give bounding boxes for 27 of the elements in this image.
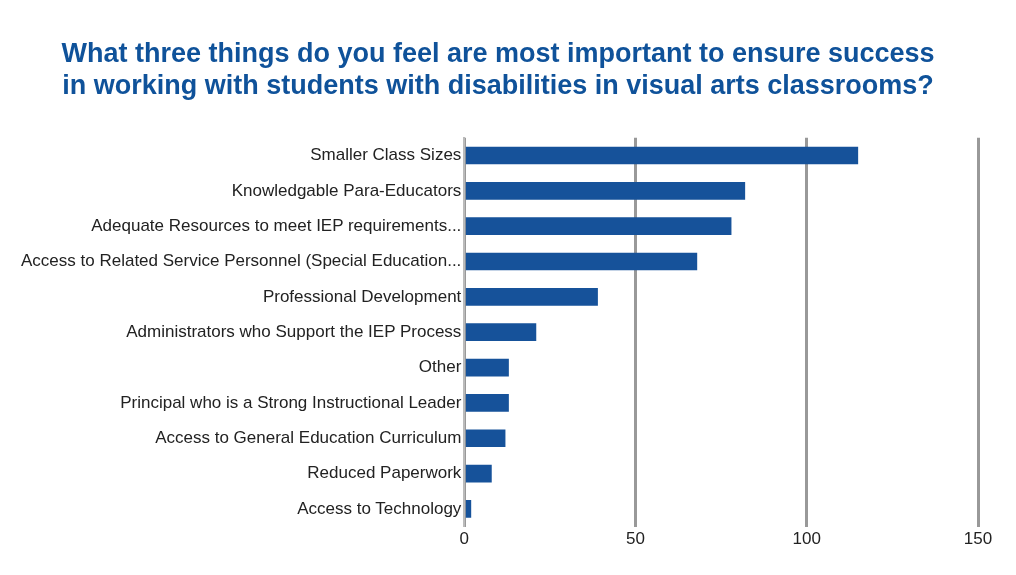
bar [465,323,537,342]
bar [465,429,506,448]
y-tick-label: Access to Related Service Personnel (Special Education... [21,251,462,271]
bar [465,217,732,235]
bar [465,181,746,200]
y-tick-label: Principal who is a Strong Instructional Leader [120,392,462,412]
bar [465,146,859,165]
bar [465,288,598,306]
bar [465,500,472,518]
y-tick-label: Knowledgable Para-Educators [231,180,462,200]
bar [465,252,698,271]
bar [465,464,492,483]
bar [465,358,509,377]
y-tick-label: Adequate Resources to meet IEP requirements... [91,215,462,235]
y-tick-label: Access to General Education Curriculum [155,427,462,447]
x-tick-label: 0 [459,529,470,549]
y-tick-label: Professional Development [262,286,462,306]
y-tick-label: Smaller Class Sizes [310,145,462,165]
y-tick-label: Reduced Paperwork [307,463,462,483]
y-tick-label: Administrators who Support the IEP Process [126,321,462,341]
y-tick-label: Other [418,357,462,377]
x-tick-label: 150 [963,529,993,549]
chart-title: What three things do you feel are most important to ensure success in working with students with disabilities in visual arts classrooms? [61,37,935,101]
bar [465,394,509,412]
x-tick-label: 50 [626,529,646,549]
x-tick-label: 100 [792,529,821,549]
y-tick-label: Access to Technology [297,498,462,518]
